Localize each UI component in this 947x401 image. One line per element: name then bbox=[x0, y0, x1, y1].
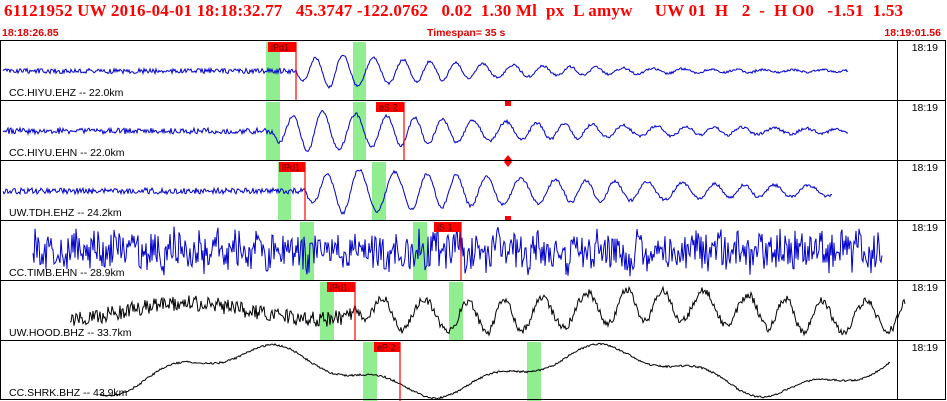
seismogram-trace bbox=[99, 342, 891, 400]
station-label: CC.TIMB.EHN -- 28.9km bbox=[9, 267, 125, 279]
analysis-window[interactable] bbox=[320, 282, 334, 341]
time-tick-label: 18:19 bbox=[911, 282, 938, 294]
amplitude-marker-icon[interactable] bbox=[504, 155, 512, 161]
phase-pick-flag[interactable] bbox=[268, 42, 296, 52]
waveform-panel-tdh-ehz[interactable]: iPd1 18:19 UW.TDH.EHZ -- 24.2km bbox=[0, 160, 946, 221]
waveform-panel-timb-ehn[interactable]: iS 1 18:19 CC.TIMB.EHN -- 28.9km bbox=[0, 220, 946, 281]
analysis-window[interactable] bbox=[266, 102, 280, 161]
analysis-window[interactable] bbox=[353, 42, 366, 101]
analysis-window[interactable] bbox=[363, 342, 377, 401]
analysis-window[interactable] bbox=[449, 282, 463, 341]
time-tick-label: 18:19 bbox=[911, 102, 938, 114]
phase-pick-label: eP 2 bbox=[377, 343, 395, 353]
seismogram-trace bbox=[32, 226, 883, 277]
analysis-window[interactable] bbox=[353, 102, 366, 161]
time-tick-label: 18:19 bbox=[911, 342, 938, 354]
amplitude-marker-icon[interactable] bbox=[504, 161, 512, 167]
waveform-panels[interactable]: iPd1 18:19 CC.HIYU.EHZ -- 22.0km eS 2 18… bbox=[0, 40, 947, 401]
analysis-window[interactable] bbox=[372, 162, 386, 221]
waveform-canvas[interactable]: iPd1 bbox=[0, 41, 946, 101]
seismogram-trace bbox=[2, 168, 832, 215]
phase-pick-flag[interactable] bbox=[374, 342, 400, 352]
station-label: CC.HIYU.EHZ -- 22.0km bbox=[9, 87, 124, 99]
phase-pick-label: iS 1 bbox=[437, 223, 453, 233]
time-axis-divider bbox=[897, 40, 898, 400]
analysis-window[interactable] bbox=[278, 162, 291, 221]
start-time: 18:18:26.85 bbox=[2, 27, 59, 39]
event-summary-line: 61121952 UW 2016-04-01 18:18:32.77 45.37… bbox=[4, 1, 904, 20]
seismogram-trace bbox=[69, 285, 906, 337]
station-label: UW.TDH.EHZ -- 24.2km bbox=[9, 207, 122, 219]
phase-pick-label: iPd1 bbox=[282, 163, 300, 173]
waveform-panel-hood-bhz[interactable]: iPd1 18:19 UW.HOOD.BHZ -- 33.7km bbox=[0, 280, 946, 341]
time-tick-label: 18:19 bbox=[911, 42, 938, 54]
event-header: 61121952 UW 2016-04-01 18:18:32.77 45.37… bbox=[0, 0, 947, 40]
amplitude-end-marker[interactable] bbox=[505, 101, 511, 106]
waveform-canvas[interactable]: eP 2 bbox=[0, 341, 946, 401]
seismogram-trace bbox=[2, 54, 849, 90]
phase-pick-label: eS 2 bbox=[379, 103, 398, 113]
amplitude-end-marker[interactable] bbox=[505, 216, 511, 221]
timespan-label: Timespan= 35 s bbox=[427, 27, 506, 39]
waveform-canvas[interactable]: iPd1 bbox=[0, 161, 946, 221]
phase-pick-flag[interactable] bbox=[434, 222, 461, 232]
waveform-panel-shrk-bhz[interactable]: eP 2 18:19 CC.SHRK.BHZ -- 43.9km bbox=[0, 340, 946, 401]
time-tick-label: 18:19 bbox=[911, 222, 938, 234]
phase-pick-flag[interactable] bbox=[376, 102, 404, 112]
seismogram-trace bbox=[2, 109, 849, 153]
waveform-panel-hiyu-ehz[interactable]: iPd1 18:19 CC.HIYU.EHZ -- 22.0km bbox=[0, 40, 946, 101]
waveform-canvas[interactable]: iPd1 bbox=[0, 281, 946, 341]
phase-pick-flag[interactable] bbox=[279, 162, 305, 172]
waveform-canvas[interactable]: iS 1 bbox=[0, 221, 946, 281]
waveform-panel-hiyu-ehn[interactable]: eS 2 18:19 CC.HIYU.EHN -- 22.0km bbox=[0, 100, 946, 161]
station-label: UW.HOOD.BHZ -- 33.7km bbox=[9, 327, 132, 339]
phase-pick-flag[interactable] bbox=[327, 282, 355, 292]
phase-pick-label: iPd1 bbox=[271, 43, 289, 53]
station-label: CC.SHRK.BHZ -- 43.9km bbox=[9, 387, 128, 399]
waveform-canvas[interactable]: eS 2 bbox=[0, 101, 946, 161]
station-label: CC.HIYU.EHN -- 22.0km bbox=[9, 147, 125, 159]
time-tick-label: 18:19 bbox=[911, 162, 938, 174]
end-time: 18:19:01.56 bbox=[884, 27, 941, 39]
phase-pick-label: iPd1 bbox=[330, 283, 348, 293]
